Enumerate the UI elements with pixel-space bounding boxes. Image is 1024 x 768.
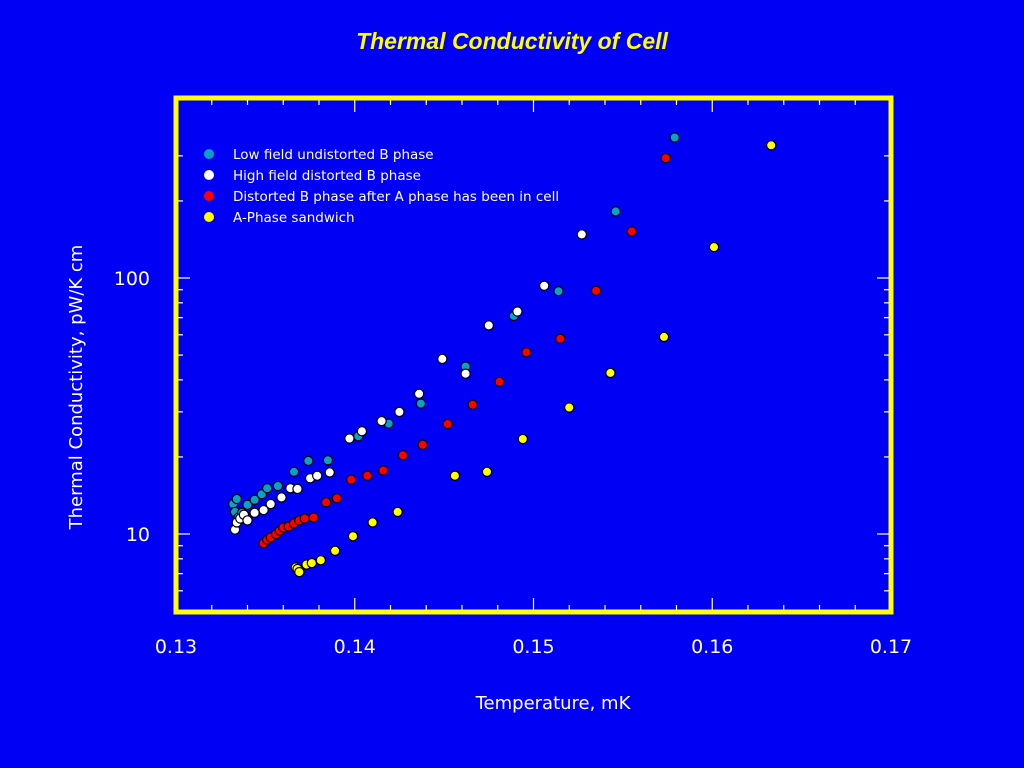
data-point-series-3 [442,418,453,430]
data-point-series-4 [481,466,493,477]
data-point-series-3 [521,347,532,358]
y-tick-label: 10 [126,524,150,546]
data-point-series-1 [242,499,253,510]
data-point-series-4 [605,367,616,379]
data-point-series-2 [242,515,253,526]
data-point-series-4 [347,531,359,542]
data-point-series-1 [272,480,284,492]
x-tick-label: 0.16 [691,636,733,658]
data-point-series-1 [669,132,680,143]
data-point-series-1 [288,466,300,477]
data-point-series-4 [367,517,378,528]
data-point-series-4 [294,566,305,578]
data-point-series-3 [660,152,672,164]
legend-label: Distorted B phase after A phase has been… [233,189,559,205]
data-point-series-2 [265,498,276,510]
data-point-series-2 [249,507,260,518]
data-point-series-3 [362,470,373,481]
data-point-series-2 [413,388,425,399]
data-point-series-1 [303,455,314,467]
data-point-series-2 [483,320,494,331]
data-point-series-2 [258,504,269,516]
data-point-series-1 [553,286,564,297]
data-point-series-3 [555,333,566,344]
data-point-series-2 [344,433,355,444]
data-point-series-2 [539,280,550,291]
data-point-series-4 [658,331,670,343]
data-point-series-1 [415,398,427,409]
legend-label: High field distorted B phase [233,168,421,184]
data-point-series-4 [315,555,326,566]
data-point-series-2 [312,470,323,481]
data-point-series-4 [517,433,529,445]
data-point-series-4 [449,470,461,481]
y-tick-label: 100 [114,268,150,290]
data-point-series-2 [292,483,303,495]
data-points [227,132,777,578]
plot-frame [173,95,894,615]
legend-label: A-Phase sandwich [233,210,355,226]
data-point-series-2 [376,415,387,427]
data-point-series-3 [378,465,389,476]
data-point-series-2 [324,467,335,478]
data-point-series-4 [766,140,777,151]
data-point-series-4 [306,557,317,569]
data-point-series-3 [397,450,409,461]
data-point-series-1 [610,206,621,217]
data-point-series-1 [249,494,260,505]
data-point-series-4 [329,545,341,557]
chart-title: Thermal Conductivity of Cell [356,28,668,54]
data-point-series-1 [322,455,334,466]
x-axis-title: Temperature, mK [475,693,632,714]
data-point-series-3 [417,439,428,450]
data-point-series-4 [564,402,575,413]
x-tick-labels: 0.13 0.14 0.15 0.16 0.17 [155,636,912,658]
data-point-series-1 [231,493,242,505]
data-point-series-3 [299,513,310,524]
data-point-series-3 [590,285,602,296]
legend-marker [204,191,214,201]
data-point-series-2 [460,368,471,379]
legend-marker [204,149,214,159]
x-tick-label: 0.13 [155,636,197,658]
data-point-series-3 [331,493,343,504]
data-point-series-2 [512,306,523,317]
data-point-series-2 [437,353,448,365]
data-point-series-4 [708,241,720,253]
data-point-series-2 [576,229,588,240]
y-axis-title: Thermal Conductivity, pW/K cm [66,245,87,531]
y-tick-labels: 10 100 [114,268,150,546]
data-point-series-3 [308,512,319,523]
legend: Low field undistorted B phase High field … [204,147,559,226]
x-tick-label: 0.14 [334,636,376,658]
legend-marker [204,170,214,180]
data-point-series-2 [394,406,405,418]
data-point-series-1 [262,483,273,494]
data-point-series-3 [494,376,505,387]
data-point-series-4 [392,506,403,518]
data-point-series-3 [320,497,332,508]
legend-marker [204,212,214,222]
data-point-series-3 [626,226,638,237]
data-point-series-3 [346,474,357,485]
data-point-series-2 [356,426,368,437]
legend-label: Low field undistorted B phase [233,147,434,163]
x-tick-label: 0.15 [512,636,554,658]
data-point-series-2 [276,492,287,503]
x-tick-label: 0.17 [870,636,912,658]
data-point-series-3 [467,399,478,410]
